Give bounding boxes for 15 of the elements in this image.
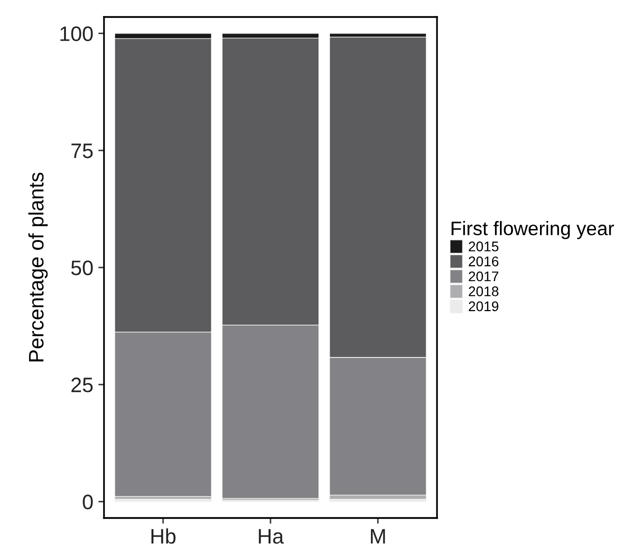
y-tick-label: 75 [71,144,93,158]
y-tick-label: 100 [60,26,93,42]
legend-label: 2015 [468,242,498,252]
y-tick-label: 0 [82,494,93,510]
y-axis-title: Percentage of plants [28,172,48,362]
y-tick-label: 50 [71,260,93,276]
legend-label: 2017 [468,271,498,282]
legend-label: 2018 [468,286,498,296]
x-tick-label: Hb [151,528,176,544]
y-tick-label: 25 [71,378,93,392]
legend-label: 2019 [468,301,498,312]
x-tick-label: M [370,529,385,544]
legend-label: 2016 [468,256,498,266]
legend-title: First flowering year [452,221,614,240]
x-tick-label: Ha [258,529,284,544]
